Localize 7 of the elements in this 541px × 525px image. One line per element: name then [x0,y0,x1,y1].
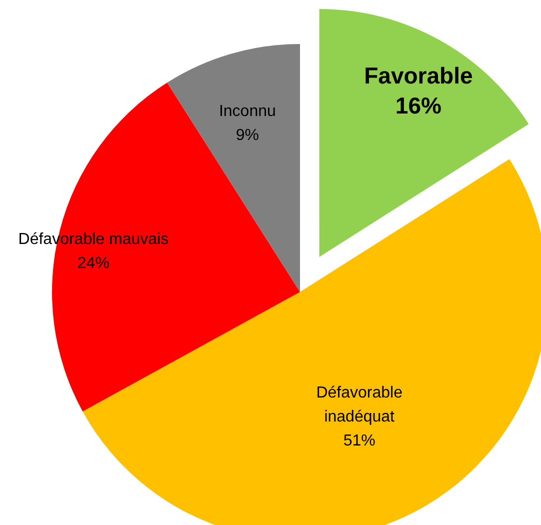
data-label: 16% [395,92,442,119]
slice-label: Défavorable inadéquat [316,384,403,426]
slice-label: Favorable [364,62,473,89]
slice-label: Inconnu [218,103,276,120]
data-label: 9% [236,127,259,144]
data-label: 24% [77,254,110,272]
data-label: 51% [343,432,376,450]
